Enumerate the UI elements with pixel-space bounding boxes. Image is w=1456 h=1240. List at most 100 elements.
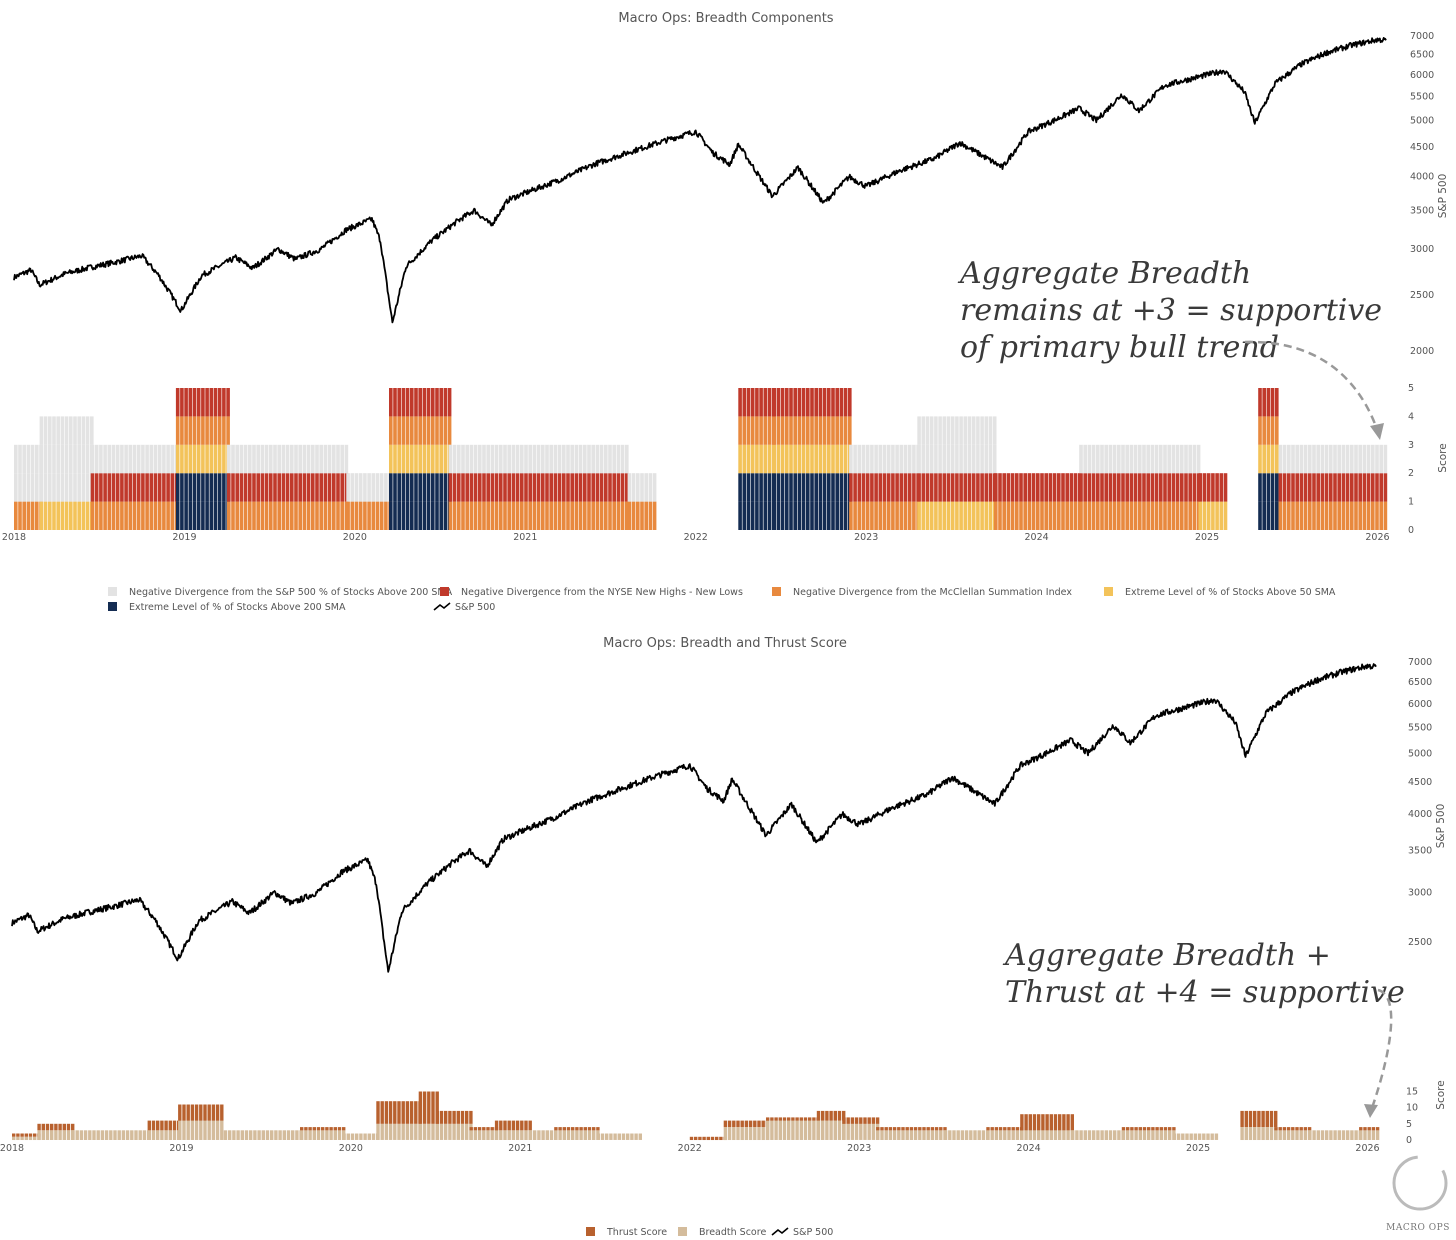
thrust-score-bar <box>803 1117 808 1121</box>
score-bar-segment <box>482 501 486 530</box>
score-bar-segment <box>1358 444 1362 474</box>
score-bar-segment <box>486 501 490 530</box>
thrust-score-bar <box>1147 1127 1151 1131</box>
thrust-score-bar <box>172 1120 177 1131</box>
score-tick-label: 3 <box>1408 440 1414 451</box>
score-bar-segment <box>1171 473 1176 502</box>
score-bar-segment <box>1337 444 1341 474</box>
score-bar-segment <box>849 501 853 530</box>
score-bar-segment <box>128 444 133 474</box>
score-bar-segment <box>1316 473 1320 502</box>
score-bar-segment <box>988 501 993 530</box>
breadth-score-bar <box>761 1127 765 1141</box>
thrust-score-bar <box>829 1110 833 1121</box>
breadth-score-bar <box>1286 1130 1291 1140</box>
score-bar-segment <box>1180 444 1184 474</box>
thrust-score-bar <box>757 1120 761 1128</box>
score-tick-label: 5 <box>1408 383 1414 394</box>
score-bar-segment <box>963 416 968 445</box>
breadth-score-bar <box>1058 1130 1062 1140</box>
legend-label: S&P 500 <box>455 602 495 613</box>
score-bar-segment <box>566 501 570 530</box>
breadth-score-bar <box>1087 1130 1092 1140</box>
breadth-score-bar <box>286 1130 291 1140</box>
chart-2-note-arrowhead <box>1364 1104 1378 1118</box>
score-bar-segment <box>170 501 175 530</box>
score-bar-segment <box>738 444 742 474</box>
score-bar-segment <box>818 501 823 530</box>
score-bar-segment <box>793 416 797 445</box>
price-tick-label: 3000 <box>1410 244 1434 255</box>
breadth-score-bar <box>104 1130 109 1140</box>
score-bar-segment <box>861 501 866 530</box>
chart-2-title: Macro Ops: Breadth and Thrust Score <box>603 636 847 651</box>
score-bar-segment <box>1104 501 1108 530</box>
score-bar-segment <box>524 444 528 474</box>
score-bar-segment <box>814 388 818 417</box>
score-bar-segment <box>358 473 363 502</box>
breadth-score-bar <box>617 1133 621 1140</box>
score-bar-segment <box>281 501 286 530</box>
thrust-score-bar <box>333 1127 337 1131</box>
x-tick-label: 2023 <box>847 1143 871 1154</box>
thrust-score-bar <box>1028 1114 1032 1131</box>
score-bar-segment <box>298 444 302 474</box>
chart-breadth-thrust-score: Macro Ops: Breadth and Thrust Score 7000… <box>0 636 1447 1238</box>
score-bar-segment <box>899 444 904 474</box>
score-bar-segment <box>839 473 844 502</box>
score-bar-segment <box>1133 501 1138 530</box>
thrust-score-bar <box>1032 1114 1037 1131</box>
score-bar-segment <box>486 444 490 474</box>
breadth-score-bar <box>613 1133 617 1140</box>
score-bar-segment <box>452 444 457 474</box>
score-bar-segment <box>1117 444 1121 474</box>
breadth-score-bar <box>397 1123 401 1140</box>
score-bar-segment <box>1100 473 1104 502</box>
score-bar-segment <box>166 444 170 474</box>
thrust-score-bar <box>1134 1127 1138 1131</box>
legend-label: Thrust Score <box>606 1227 667 1238</box>
score-bar-segment <box>384 473 388 502</box>
score-bar-segment <box>827 444 831 474</box>
breadth-score-bar <box>808 1120 812 1140</box>
score-bar-segment <box>192 416 197 445</box>
score-bar-segment <box>302 501 307 530</box>
score-bar-segment <box>648 501 653 530</box>
score-bar-segment <box>217 388 222 417</box>
score-bar-segment <box>431 416 435 445</box>
score-bar-segment <box>290 444 294 474</box>
thrust-score-bar <box>178 1104 182 1121</box>
thrust-score-bar <box>740 1120 744 1128</box>
score-bar-segment <box>192 501 197 530</box>
score-bar-segment <box>256 473 260 502</box>
score-bar-segment <box>994 473 998 502</box>
breadth-score-bar <box>930 1130 935 1140</box>
score-bar-segment <box>192 388 197 417</box>
score-bar-segment <box>397 501 401 530</box>
score-bar-segment <box>793 388 797 417</box>
breadth-score-bar <box>575 1130 579 1140</box>
score-bar-segment <box>1379 444 1383 474</box>
score-bar-segment <box>528 473 532 502</box>
score-bar-segment <box>934 473 938 502</box>
thrust-score-bar <box>702 1136 706 1141</box>
score-bar-segment <box>831 501 835 530</box>
chart-1-note-arrowhead <box>1370 423 1384 440</box>
score-bar-segment <box>934 501 938 530</box>
price-tick-label: 4000 <box>1410 172 1434 183</box>
score-bar-segment <box>938 444 942 474</box>
score-bar-segment <box>503 444 507 474</box>
score-bar-segment <box>323 501 328 530</box>
score-bar-segment <box>503 473 507 502</box>
score-bar-segment <box>907 501 912 530</box>
breadth-score-bar <box>1066 1130 1070 1140</box>
breadth-score-bar <box>367 1133 371 1140</box>
breadth-score-bar <box>1269 1127 1274 1141</box>
score-bar-segment <box>746 501 751 530</box>
score-bar-segment <box>35 501 39 530</box>
score-bar-segment <box>1358 473 1362 502</box>
score-bar-segment <box>878 473 883 502</box>
score-bar-segment <box>776 416 781 445</box>
score-bar-segment <box>363 501 367 530</box>
score-bar-segment <box>763 444 768 474</box>
